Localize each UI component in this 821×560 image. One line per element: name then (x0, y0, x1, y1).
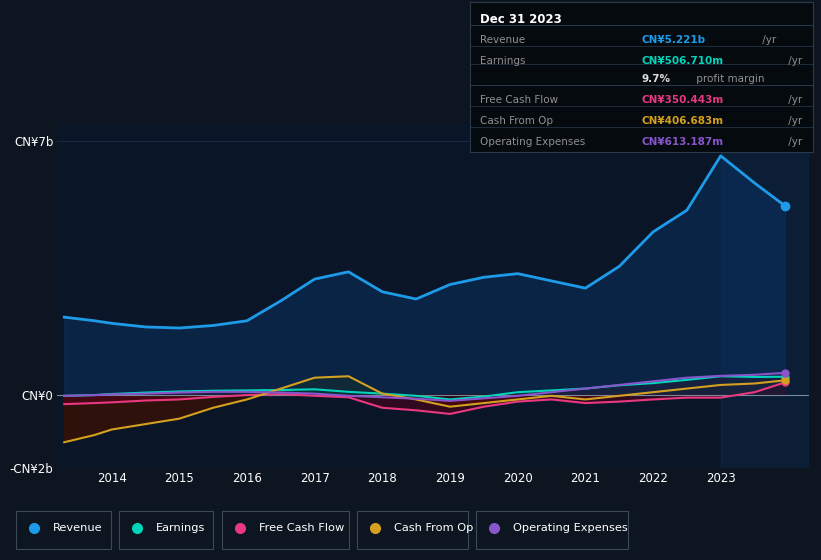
Text: Dec 31 2023: Dec 31 2023 (480, 13, 562, 26)
Bar (721, 123, 809, 468)
Text: CN¥613.187m: CN¥613.187m (641, 137, 723, 147)
Text: Free Cash Flow: Free Cash Flow (480, 95, 558, 105)
Text: Earnings: Earnings (480, 56, 525, 66)
Text: CN¥406.683m: CN¥406.683m (641, 116, 723, 127)
Text: 9.7%: 9.7% (641, 74, 670, 84)
Text: /yr: /yr (785, 56, 802, 66)
Text: Operating Expenses: Operating Expenses (513, 523, 628, 533)
Text: /yr: /yr (785, 137, 802, 147)
Text: Cash From Op: Cash From Op (394, 523, 474, 533)
Text: CN¥506.710m: CN¥506.710m (641, 56, 723, 66)
Text: Operating Expenses: Operating Expenses (480, 137, 585, 147)
Text: CN¥350.443m: CN¥350.443m (641, 95, 723, 105)
Text: Free Cash Flow: Free Cash Flow (259, 523, 344, 533)
Text: Revenue: Revenue (53, 523, 103, 533)
Text: Cash From Op: Cash From Op (480, 116, 553, 127)
Text: profit margin: profit margin (694, 74, 765, 84)
Text: CN¥5.221b: CN¥5.221b (641, 35, 705, 45)
Text: /yr: /yr (785, 95, 802, 105)
Text: /yr: /yr (759, 35, 776, 45)
Text: Revenue: Revenue (480, 35, 525, 45)
Text: Earnings: Earnings (156, 523, 205, 533)
Text: /yr: /yr (785, 116, 802, 127)
